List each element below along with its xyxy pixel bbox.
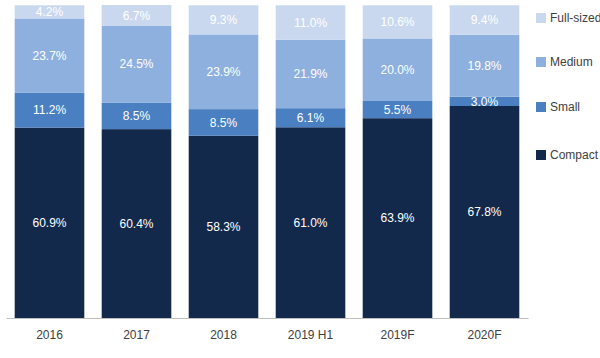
x-tick: 2019 H1: [288, 318, 334, 342]
legend-label: Small: [550, 100, 580, 114]
x-tick-label: 2019 H1: [288, 328, 334, 342]
bar-segment: [15, 128, 85, 318]
data-label: 23.9%: [206, 65, 240, 79]
bar-segment: [276, 5, 346, 39]
legend-swatch: [536, 150, 546, 160]
bar-segment: [363, 101, 433, 118]
data-label: 61.0%: [293, 216, 327, 230]
data-label: 63.9%: [380, 211, 414, 225]
data-label: 60.4%: [119, 217, 153, 231]
bar-segment: [450, 35, 520, 97]
x-tick-label: 2017: [123, 328, 150, 342]
legend-swatch: [536, 102, 546, 112]
bar-segment: [15, 18, 85, 92]
bar-segment: [102, 26, 172, 103]
data-label: 11.0%: [294, 16, 327, 30]
bar-segment: [102, 103, 172, 130]
legend-label: Full-sized: [550, 11, 600, 25]
x-tick-label: 2019F: [380, 328, 414, 342]
bar-segment: [189, 136, 259, 318]
x-axis: 2016 2017 2018 2019 H1 2019F 2020F: [7, 318, 529, 342]
x-tick: 2020F: [467, 318, 501, 342]
legend-label: Medium: [550, 55, 593, 69]
data-label: 3.0%: [471, 95, 499, 109]
data-label: 24.5%: [119, 57, 153, 71]
legend-swatch: [536, 57, 546, 67]
x-tick: 2018: [210, 318, 237, 342]
x-tick: 2016: [36, 318, 63, 342]
data-label: 19.8%: [467, 59, 501, 73]
bar-segment: [189, 109, 259, 136]
data-label: 21.9%: [293, 67, 327, 81]
bar-segment: [189, 5, 259, 34]
bar-segment: [363, 38, 433, 101]
data-label: 23.7%: [32, 49, 66, 63]
data-label: 58.3%: [206, 220, 240, 234]
legend: Full-sized Medium Small Compact: [536, 11, 600, 162]
bar-segment: [276, 40, 346, 108]
data-label: 5.5%: [384, 103, 412, 117]
data-label: 6.7%: [123, 9, 151, 23]
bar-segment: [102, 5, 172, 26]
data-label: 9.4%: [471, 13, 499, 27]
x-tick: 2017: [123, 318, 150, 342]
x-axis-line: [7, 318, 529, 319]
bar-segment: [450, 5, 520, 34]
data-label: 6.1%: [297, 111, 325, 125]
data-label: 67.8%: [467, 205, 501, 219]
data-label: 60.9%: [32, 216, 66, 230]
data-label: 8.5%: [123, 109, 151, 123]
legend-label: Compact: [550, 148, 599, 162]
x-tick-label: 2018: [210, 328, 237, 342]
data-label: 4.2%: [36, 5, 64, 19]
data-label: 10.6%: [380, 15, 414, 29]
bar-segment: [189, 34, 259, 109]
bar-segment: [102, 129, 172, 318]
data-label: 9.3%: [210, 13, 238, 27]
data-label: 11.2%: [33, 103, 66, 117]
bar-segment: [276, 108, 346, 127]
bar-segment: [15, 93, 85, 128]
data-label: 20.0%: [380, 63, 414, 77]
x-tick-label: 2020F: [467, 328, 501, 342]
x-tick-label: 2016: [36, 328, 63, 342]
chart: 60.9% 60.4% 58.3% 61.0% 63.9% 67.8% 11.2% 8.5% 8…: [0, 0, 600, 358]
bar-segment: [363, 5, 433, 38]
bars: [15, 5, 520, 318]
x-tick: 2019F: [380, 318, 414, 342]
legend-swatch: [536, 13, 546, 23]
bar-segment: [15, 5, 85, 18]
bar-segment: [363, 118, 433, 318]
data-label: 8.5%: [210, 116, 238, 130]
bar-segment: [450, 106, 520, 318]
bar-segment: [276, 127, 346, 318]
data-labels: 60.9% 60.4% 58.3% 61.0% 63.9% 67.8% 11.2% 8.5% 8…: [32, 5, 501, 234]
